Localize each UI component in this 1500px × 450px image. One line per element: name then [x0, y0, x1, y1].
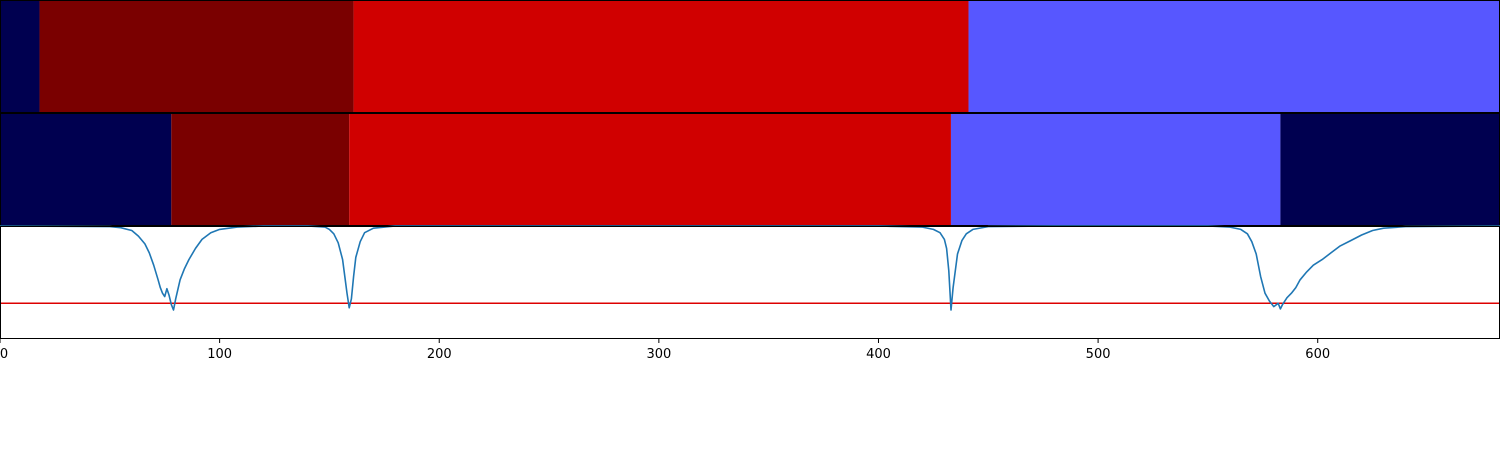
row-1-segment-2 [353, 0, 969, 112]
row-2-segment-1 [171, 113, 350, 225]
x-tick-label: 400 [866, 347, 891, 362]
x-axis: 0 100 200 300 400 500 600 [0, 338, 1330, 362]
row-2-segment-0 [0, 113, 172, 225]
x-tick-label: 300 [646, 347, 671, 362]
row-1-segment-1 [39, 0, 354, 112]
panel-row-3 [0, 225, 1500, 339]
row-2-segment-4 [1280, 113, 1500, 225]
x-tick-label: 200 [427, 347, 452, 362]
row-2-segment-3 [950, 113, 1281, 225]
row-1-segment-3 [968, 0, 1500, 112]
row-1-segment-0 [0, 0, 40, 112]
panel-row-1 [0, 0, 1500, 113]
x-tick-label: 600 [1305, 347, 1330, 362]
panel-frame [0, 226, 1500, 339]
panel-row-2 [0, 113, 1500, 226]
x-tick-label: 0 [0, 347, 8, 362]
series-line-0 [0, 225, 1500, 311]
row-2-segment-2 [349, 113, 951, 225]
chart-panels [0, 0, 1500, 339]
x-tick-label: 100 [207, 347, 232, 362]
x-tick-label: 500 [1086, 347, 1111, 362]
